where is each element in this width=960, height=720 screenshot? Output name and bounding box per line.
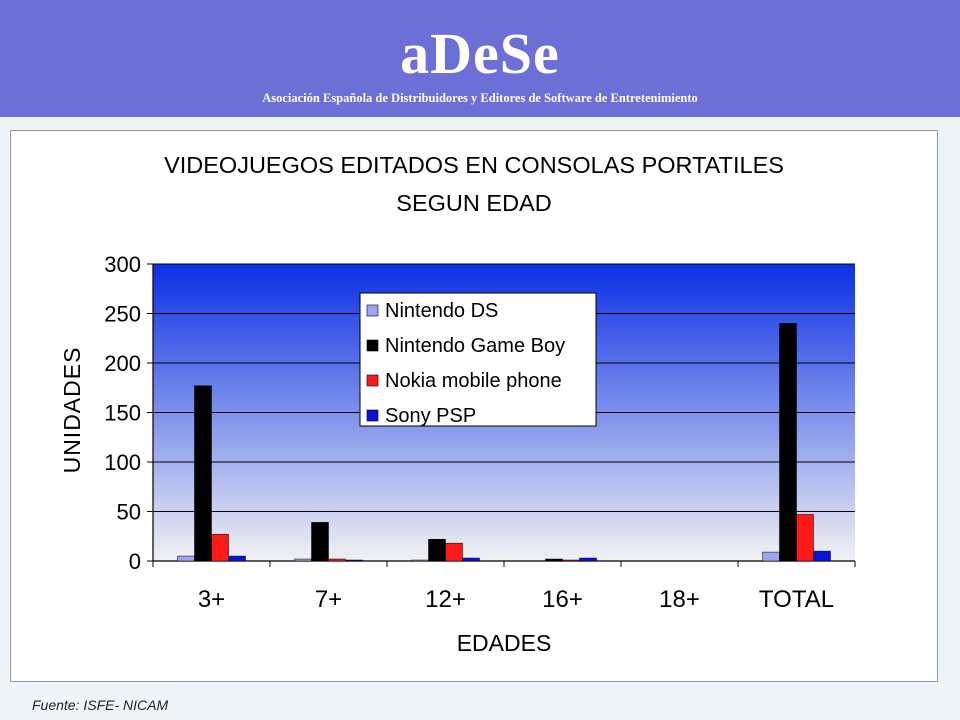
bar-sony-psp-12plus	[462, 557, 480, 562]
x-tick-label: 18+	[659, 586, 700, 613]
y-axis-label: UNIDADES	[59, 347, 85, 474]
y-tick-label: 50	[117, 500, 141, 525]
y-tick-label: 150	[104, 401, 141, 426]
y-tick-label: 300	[104, 252, 141, 277]
bar-nintendo-ds-12plus	[411, 559, 429, 562]
legend-label: Nintendo DS	[385, 300, 498, 322]
bar-sony-psp-7plus	[345, 559, 363, 562]
y-tick-label: 100	[104, 450, 141, 475]
legend-swatch	[366, 409, 379, 422]
bar-nokia-mobile-phone-7plus	[328, 558, 346, 562]
y-tick-label: 250	[104, 302, 141, 327]
legend-box	[359, 292, 597, 427]
association-tagline: Asociación Española de Distribuidores y …	[262, 91, 698, 105]
bar-nokia-mobile-phone-total	[796, 514, 814, 562]
bar-nintendo-ds-7plus	[294, 558, 312, 562]
x-axis-label: EDADES	[457, 630, 552, 656]
chart-panel: 0 50 100 150 200 250 300 3+ 7+ 12+ 16+ 18+ TOTAL VIDE…	[10, 130, 938, 682]
bar-nokia-mobile-phone-16plus	[562, 559, 580, 562]
bar-sony-psp-3plus	[228, 555, 246, 562]
x-tick-label: 7+	[315, 586, 342, 613]
bar-nokia-mobile-phone-12plus	[445, 542, 463, 562]
bar-nintendo-game-boy-7plus	[311, 522, 329, 562]
legend-swatch	[366, 374, 379, 387]
x-tick-label: 3+	[198, 586, 225, 613]
bar-sony-psp-16plus	[579, 557, 597, 562]
bar-nokia-mobile-phone-3plus	[211, 534, 229, 562]
bar-chart: 0 50 100 150 200 250 300 3+ 7+ 12+ 16+ 18+ TOTAL VIDE…	[59, 152, 856, 656]
chart-title-line-1: VIDEOJUEGOS EDITADOS EN CONSOLAS PORTATI…	[164, 152, 784, 178]
bar-nintendo-ds-3plus	[177, 555, 195, 562]
legend-swatch	[366, 339, 379, 352]
bar-nintendo-game-boy-total	[779, 323, 797, 562]
x-tick-label: 12+	[425, 586, 466, 613]
bar-sony-psp-total	[813, 550, 831, 562]
bar-nintendo-game-boy-3plus	[194, 385, 212, 562]
chart-title-line-2: SEGUN EDAD	[396, 190, 551, 216]
legend-label: Nintendo Game Boy	[385, 335, 565, 357]
y-tick-label: 0	[129, 549, 141, 574]
x-tick-label: 16+	[542, 586, 583, 613]
y-tick-label: 200	[104, 351, 141, 376]
legend-label: Sony PSP	[385, 405, 476, 427]
header-banner: aDeSe Asociación Española de Distribuido…	[0, 0, 960, 117]
legend-swatch	[366, 304, 379, 317]
source-note: Fuente: ISFE- NICAM	[32, 697, 169, 713]
bar-nintendo-game-boy-16plus	[545, 558, 563, 562]
adese-logo: aDeSe	[400, 21, 560, 86]
bar-nintendo-game-boy-12plus	[428, 538, 446, 562]
bar-nintendo-ds-total	[762, 551, 780, 562]
legend-label: Nokia mobile phone	[385, 370, 562, 392]
x-tick-label: TOTAL	[759, 586, 834, 613]
